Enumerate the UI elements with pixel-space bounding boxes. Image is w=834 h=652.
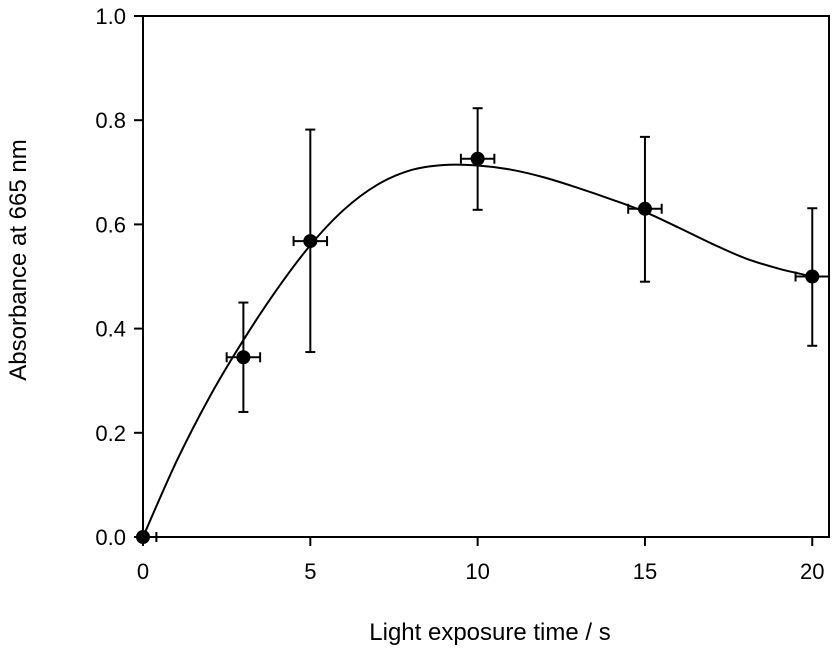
- axis-ticks: 0.0 0.2 0.4 0.6 0.8 1.0 0 5 10 15 20: [95, 4, 824, 584]
- x-tick-label: 10: [465, 559, 489, 584]
- y-tick-label: 0.6: [95, 212, 126, 237]
- x-tick-label: 20: [800, 559, 824, 584]
- x-tick-label: 0: [137, 559, 149, 584]
- y-tick-label: 0.2: [95, 421, 126, 446]
- y-tick-label: 0.4: [95, 317, 126, 342]
- plot-frame: [142, 15, 830, 538]
- data-point: [470, 151, 485, 166]
- x-tick-label: 5: [304, 559, 316, 584]
- plot-area-border: [142, 15, 830, 538]
- x-axis-title: Light exposure time / s: [369, 619, 610, 646]
- y-tick-label: 0.0: [95, 525, 126, 550]
- y-axis-title: Absorbance at 665 nm: [5, 139, 32, 381]
- data-point: [805, 269, 820, 284]
- y-tick-label: 1.0: [95, 4, 126, 29]
- data-point: [637, 201, 652, 216]
- data-point: [236, 350, 251, 365]
- x-tick-label: 15: [633, 559, 657, 584]
- data-point: [303, 234, 318, 249]
- y-tick-label: 0.8: [95, 108, 126, 133]
- error-bars: [143, 107, 830, 542]
- data-points: [136, 151, 820, 544]
